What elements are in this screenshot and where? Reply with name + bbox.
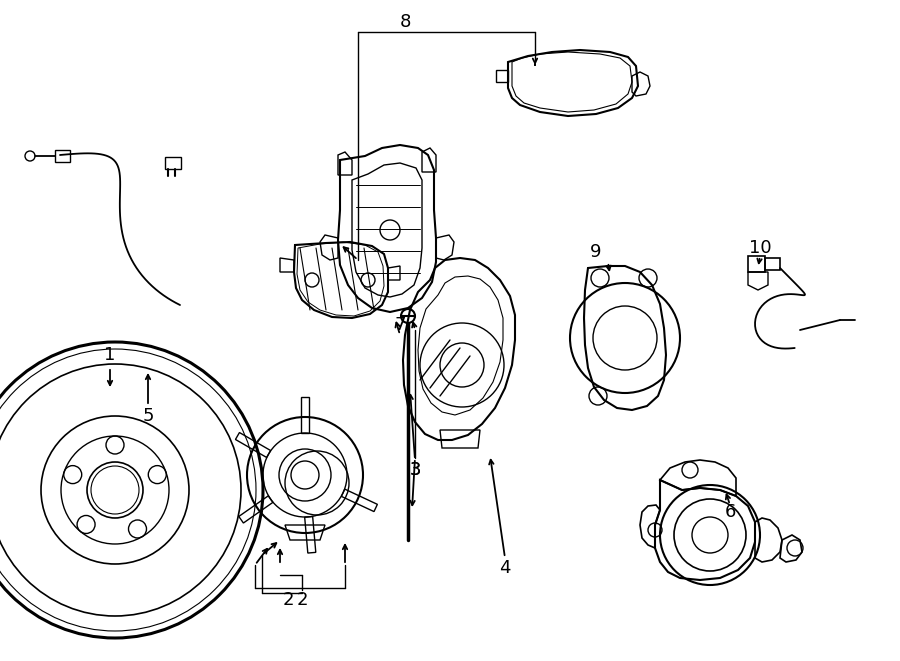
Text: 3: 3 <box>410 461 421 479</box>
Circle shape <box>87 462 143 518</box>
Text: 8: 8 <box>400 13 410 31</box>
Text: 2: 2 <box>296 591 308 609</box>
Text: 10: 10 <box>749 239 771 257</box>
Text: 5: 5 <box>142 407 154 425</box>
Text: 1: 1 <box>104 346 116 364</box>
Text: 7: 7 <box>394 316 406 334</box>
Text: 9: 9 <box>590 243 602 261</box>
Text: 3: 3 <box>410 461 421 479</box>
Text: 6: 6 <box>724 503 735 521</box>
Text: 2: 2 <box>283 591 293 609</box>
Text: 4: 4 <box>500 559 511 577</box>
Circle shape <box>401 309 415 323</box>
